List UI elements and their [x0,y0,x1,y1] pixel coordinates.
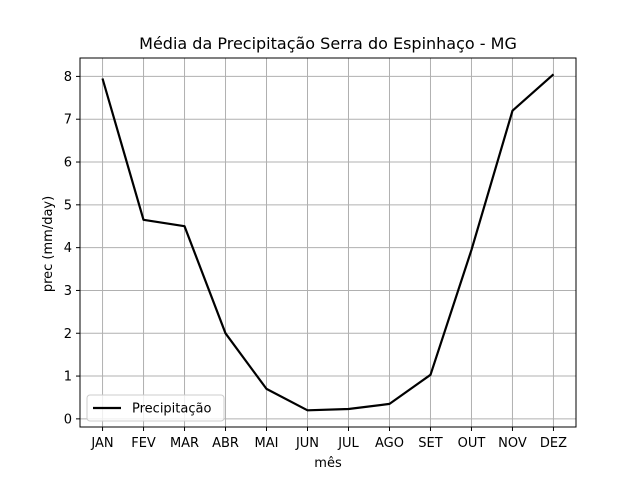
y-tick-label: 1 [64,370,72,385]
x-tick-label: MAR [170,436,199,451]
plot-frame [79,57,577,428]
x-tick-label: DEZ [540,436,567,451]
x-tick-label: MAI [255,436,279,451]
y-axis-label: prec (mm/day) [41,196,56,292]
y-tick-label: 4 [64,241,72,256]
x-tick-label: AGO [375,436,404,451]
x-tick-label: FEV [131,436,156,451]
y-tick-label: 6 [64,156,72,171]
legend: Precipitação [86,394,225,422]
axes: JAN FEV MAR ABR MAI JUN JUL AGO SET OUT NOV DEZ 0 1 2 3… [64,57,577,451]
legend-label: Precipitação [132,402,211,417]
plot-area [101,73,555,412]
y-tick-label: 7 [64,113,72,128]
grid [80,58,576,427]
x-tick-label: NOV [498,436,527,451]
y-tick-label: 8 [64,70,72,85]
y-tick-label: 3 [64,284,72,299]
y-tick-label: 2 [64,327,72,342]
x-tick-label: JUN [295,436,319,451]
legend-box [86,394,225,422]
x-tick-label: SET [418,436,442,451]
y-tick-label: 5 [64,198,72,213]
chart-title: Média da Precipitação Serra do Espinhaço… [139,34,517,53]
x-tick-label: OUT [458,436,486,451]
x-tick-label: JUL [337,436,359,451]
x-tick-label: JAN [90,436,113,451]
x-axis-label: mês [314,456,342,471]
y-tick-label: 0 [64,412,72,427]
series-line [101,73,555,412]
x-tick-label: ABR [212,436,239,451]
